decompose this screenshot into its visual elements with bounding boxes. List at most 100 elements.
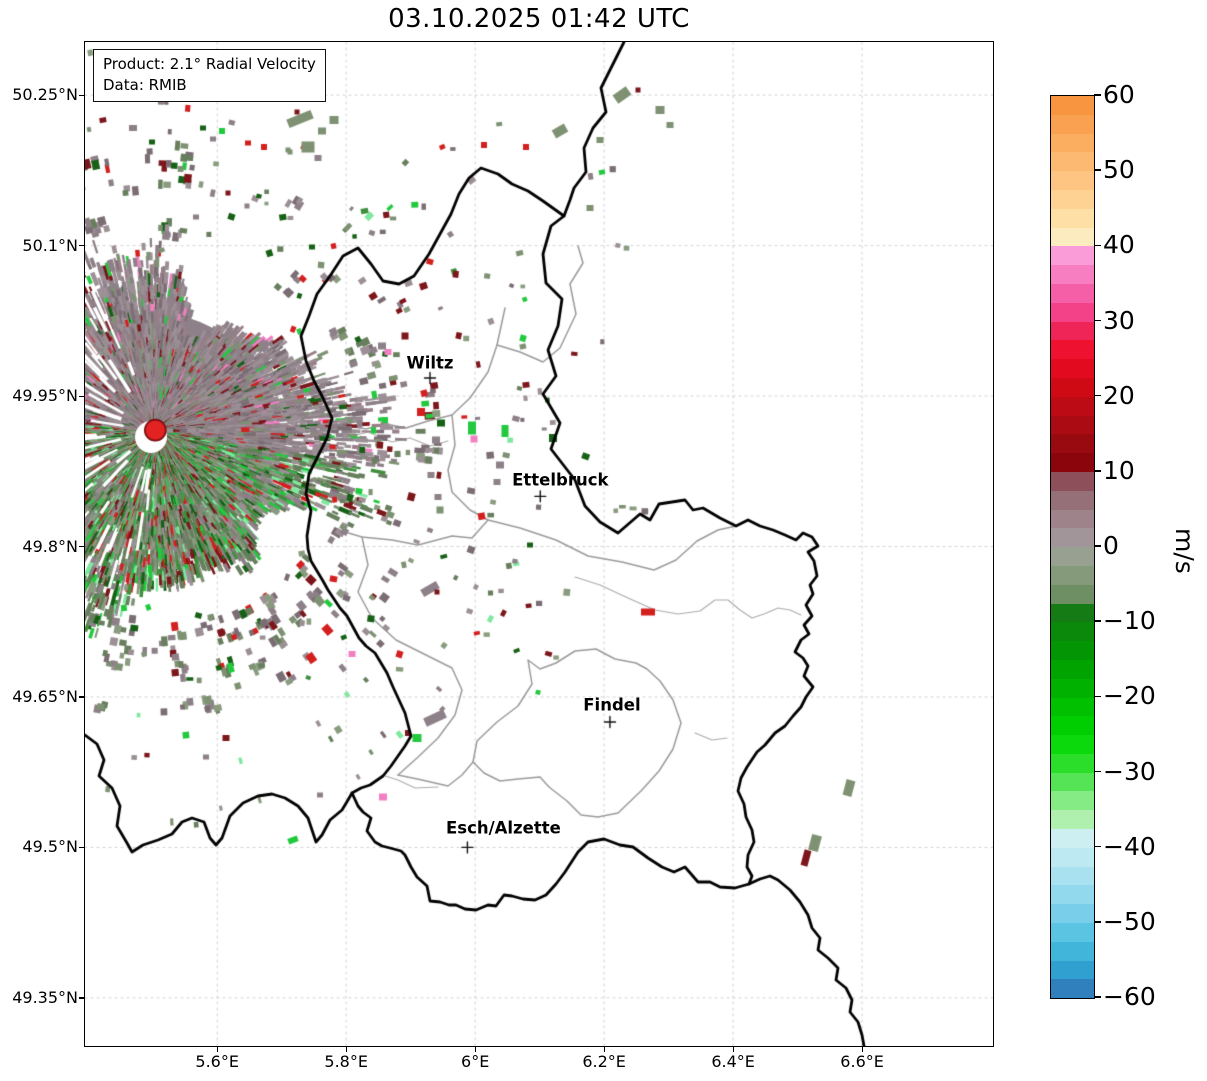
x-tick-mark <box>216 1047 219 1052</box>
colorbar-tick-mark <box>1094 695 1101 698</box>
product-label: Product: 2.1° Radial Velocity <box>103 55 316 73</box>
colorbar-band <box>1051 565 1094 585</box>
colorbar-band <box>1051 960 1094 980</box>
y-tick-mark <box>79 997 84 999</box>
colorbar-band <box>1051 490 1094 510</box>
y-tick-label: 50.1°N <box>22 235 78 255</box>
colorbar-unit-label: m/s <box>1170 528 1199 574</box>
y-tick-label: 50.25°N <box>12 85 78 105</box>
colorbar-band <box>1051 114 1094 134</box>
city-label-findel: Findel <box>583 695 641 715</box>
colorbar-tick-label: 0 <box>1103 531 1119 560</box>
y-tick-mark <box>79 245 84 247</box>
x-tick-label: 5.6°E <box>195 1052 239 1071</box>
city-label-wiltz: Wiltz <box>406 353 454 373</box>
colorbar-band <box>1051 227 1094 247</box>
colorbar-band <box>1051 866 1094 886</box>
colorbar-tick-mark <box>1094 319 1101 322</box>
colorbar-tick-mark <box>1094 845 1101 848</box>
y-tick-mark <box>79 546 84 548</box>
colorbar <box>1050 95 1095 999</box>
colorbar-band <box>1051 923 1094 942</box>
colorbar-band <box>1051 941 1094 961</box>
colorbar-tick-mark <box>1094 94 1101 96</box>
colorbar-band <box>1051 321 1094 341</box>
colorbar-tick-label: −30 <box>1103 756 1156 786</box>
colorbar-band <box>1051 847 1094 867</box>
y-tick-label: 49.35°N <box>12 987 78 1007</box>
x-tick-mark <box>474 1047 477 1052</box>
colorbar-band <box>1051 547 1094 566</box>
x-tick-label: 6°E <box>461 1052 490 1071</box>
data-source-label: Data: RMIB <box>103 76 187 94</box>
colorbar-band <box>1051 246 1094 266</box>
colorbar-tick-label: −50 <box>1103 906 1156 936</box>
colorbar-band <box>1051 697 1094 717</box>
colorbar-band <box>1051 453 1094 472</box>
colorbar-band <box>1051 678 1094 698</box>
colorbar-band <box>1051 641 1094 660</box>
colorbar-band <box>1051 189 1094 209</box>
x-tick-label: 5.8°E <box>324 1052 368 1071</box>
colorbar-band <box>1051 152 1094 172</box>
y-tick-mark <box>79 846 84 849</box>
colorbar-tick-mark <box>1094 545 1101 547</box>
colorbar-tick-label: 30 <box>1103 305 1135 335</box>
colorbar-band <box>1051 415 1094 435</box>
colorbar-tick-label: −60 <box>1103 982 1156 1011</box>
colorbar-tick-mark <box>1094 244 1101 247</box>
colorbar-tick-mark <box>1094 394 1101 397</box>
colorbar-tick-mark <box>1094 770 1101 773</box>
colorbar-band <box>1051 885 1094 905</box>
colorbar-band <box>1051 622 1094 642</box>
city-label-esch-alzette: Esch/Alzette <box>445 818 561 838</box>
colorbar-band <box>1051 735 1094 754</box>
colorbar-tick-label: −10 <box>1103 606 1156 636</box>
colorbar-tick-mark <box>1094 996 1101 998</box>
figure-title: 03.10.2025 01:42 UTC <box>388 4 690 34</box>
colorbar-band <box>1051 791 1094 811</box>
radar-map-canvas <box>85 42 993 1046</box>
colorbar-band <box>1051 810 1094 830</box>
colorbar-band <box>1051 396 1094 416</box>
colorbar-tick-mark <box>1094 620 1101 622</box>
colorbar-tick-mark <box>1094 169 1101 171</box>
colorbar-band <box>1051 302 1094 322</box>
colorbar-band <box>1051 659 1094 679</box>
y-tick-mark <box>79 395 84 397</box>
x-tick-label: 6.6°E <box>840 1052 884 1071</box>
colorbar-tick-label: 60 <box>1103 80 1135 109</box>
city-label-ettelbruck: Ettelbruck <box>512 470 609 490</box>
x-tick-label: 6.4°E <box>711 1052 755 1071</box>
x-tick-mark <box>345 1047 348 1052</box>
map-plot: Product: 2.1° Radial Velocity Data: RMIB… <box>84 41 994 1047</box>
y-tick-mark <box>79 94 84 97</box>
colorbar-band <box>1051 171 1094 190</box>
colorbar-tick-label: 10 <box>1103 455 1135 485</box>
colorbar-tick-label: 50 <box>1103 155 1135 185</box>
colorbar-band <box>1051 359 1094 378</box>
colorbar-band <box>1051 340 1094 360</box>
colorbar-band <box>1051 716 1094 736</box>
colorbar-band <box>1051 471 1094 491</box>
colorbar-band <box>1051 829 1094 848</box>
colorbar-band <box>1051 283 1094 303</box>
colorbar-band <box>1051 603 1094 623</box>
x-tick-mark <box>861 1047 863 1052</box>
y-tick-mark <box>79 696 84 698</box>
colorbar-band <box>1051 753 1094 773</box>
y-tick-label: 49.95°N <box>12 386 78 406</box>
product-info-box: Product: 2.1° Radial Velocity Data: RMIB <box>93 49 326 102</box>
x-tick-mark <box>732 1047 734 1052</box>
colorbar-band <box>1051 377 1094 397</box>
colorbar-band <box>1051 509 1094 529</box>
colorbar-band <box>1051 133 1094 153</box>
colorbar-band <box>1051 772 1094 792</box>
colorbar-tick-label: −20 <box>1103 681 1156 711</box>
x-tick-mark <box>603 1047 606 1052</box>
colorbar-band <box>1051 979 1094 999</box>
colorbar-band <box>1051 434 1094 454</box>
y-tick-label: 49.8°N <box>22 536 78 556</box>
colorbar-tick-mark <box>1094 921 1101 923</box>
